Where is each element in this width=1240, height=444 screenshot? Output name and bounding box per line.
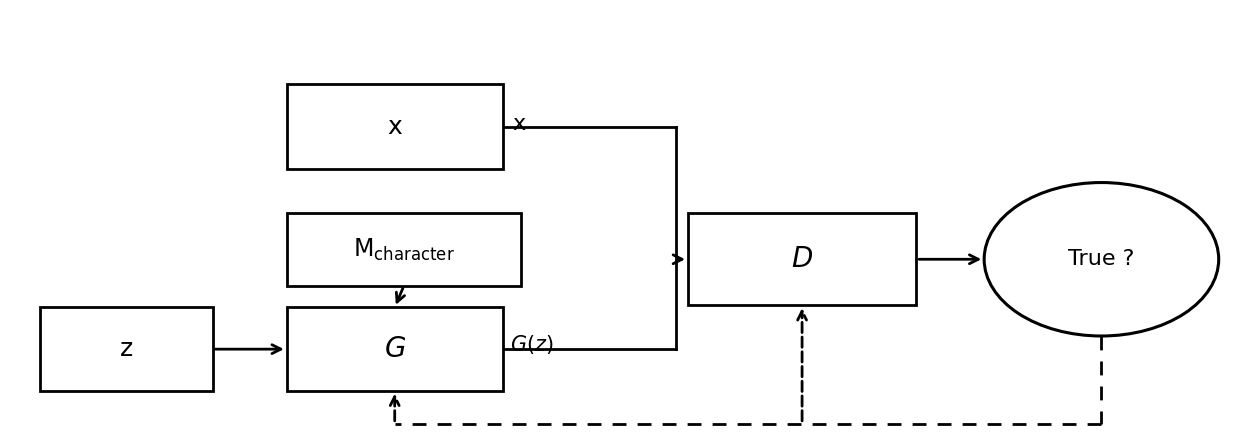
FancyBboxPatch shape	[286, 308, 502, 391]
FancyBboxPatch shape	[40, 308, 212, 391]
FancyBboxPatch shape	[688, 213, 916, 305]
Ellipse shape	[985, 182, 1219, 336]
Text: $\mathrm{M}_{\mathrm{character}}$: $\mathrm{M}_{\mathrm{character}}$	[353, 236, 455, 262]
Text: x: x	[512, 115, 526, 135]
Text: $G(z)$: $G(z)$	[510, 333, 554, 356]
Text: x: x	[387, 115, 402, 139]
FancyBboxPatch shape	[286, 213, 521, 285]
FancyBboxPatch shape	[286, 84, 502, 170]
Text: z: z	[119, 337, 133, 361]
Text: $G$: $G$	[383, 335, 405, 363]
Text: $D$: $D$	[791, 245, 813, 273]
Text: True ?: True ?	[1068, 249, 1135, 269]
